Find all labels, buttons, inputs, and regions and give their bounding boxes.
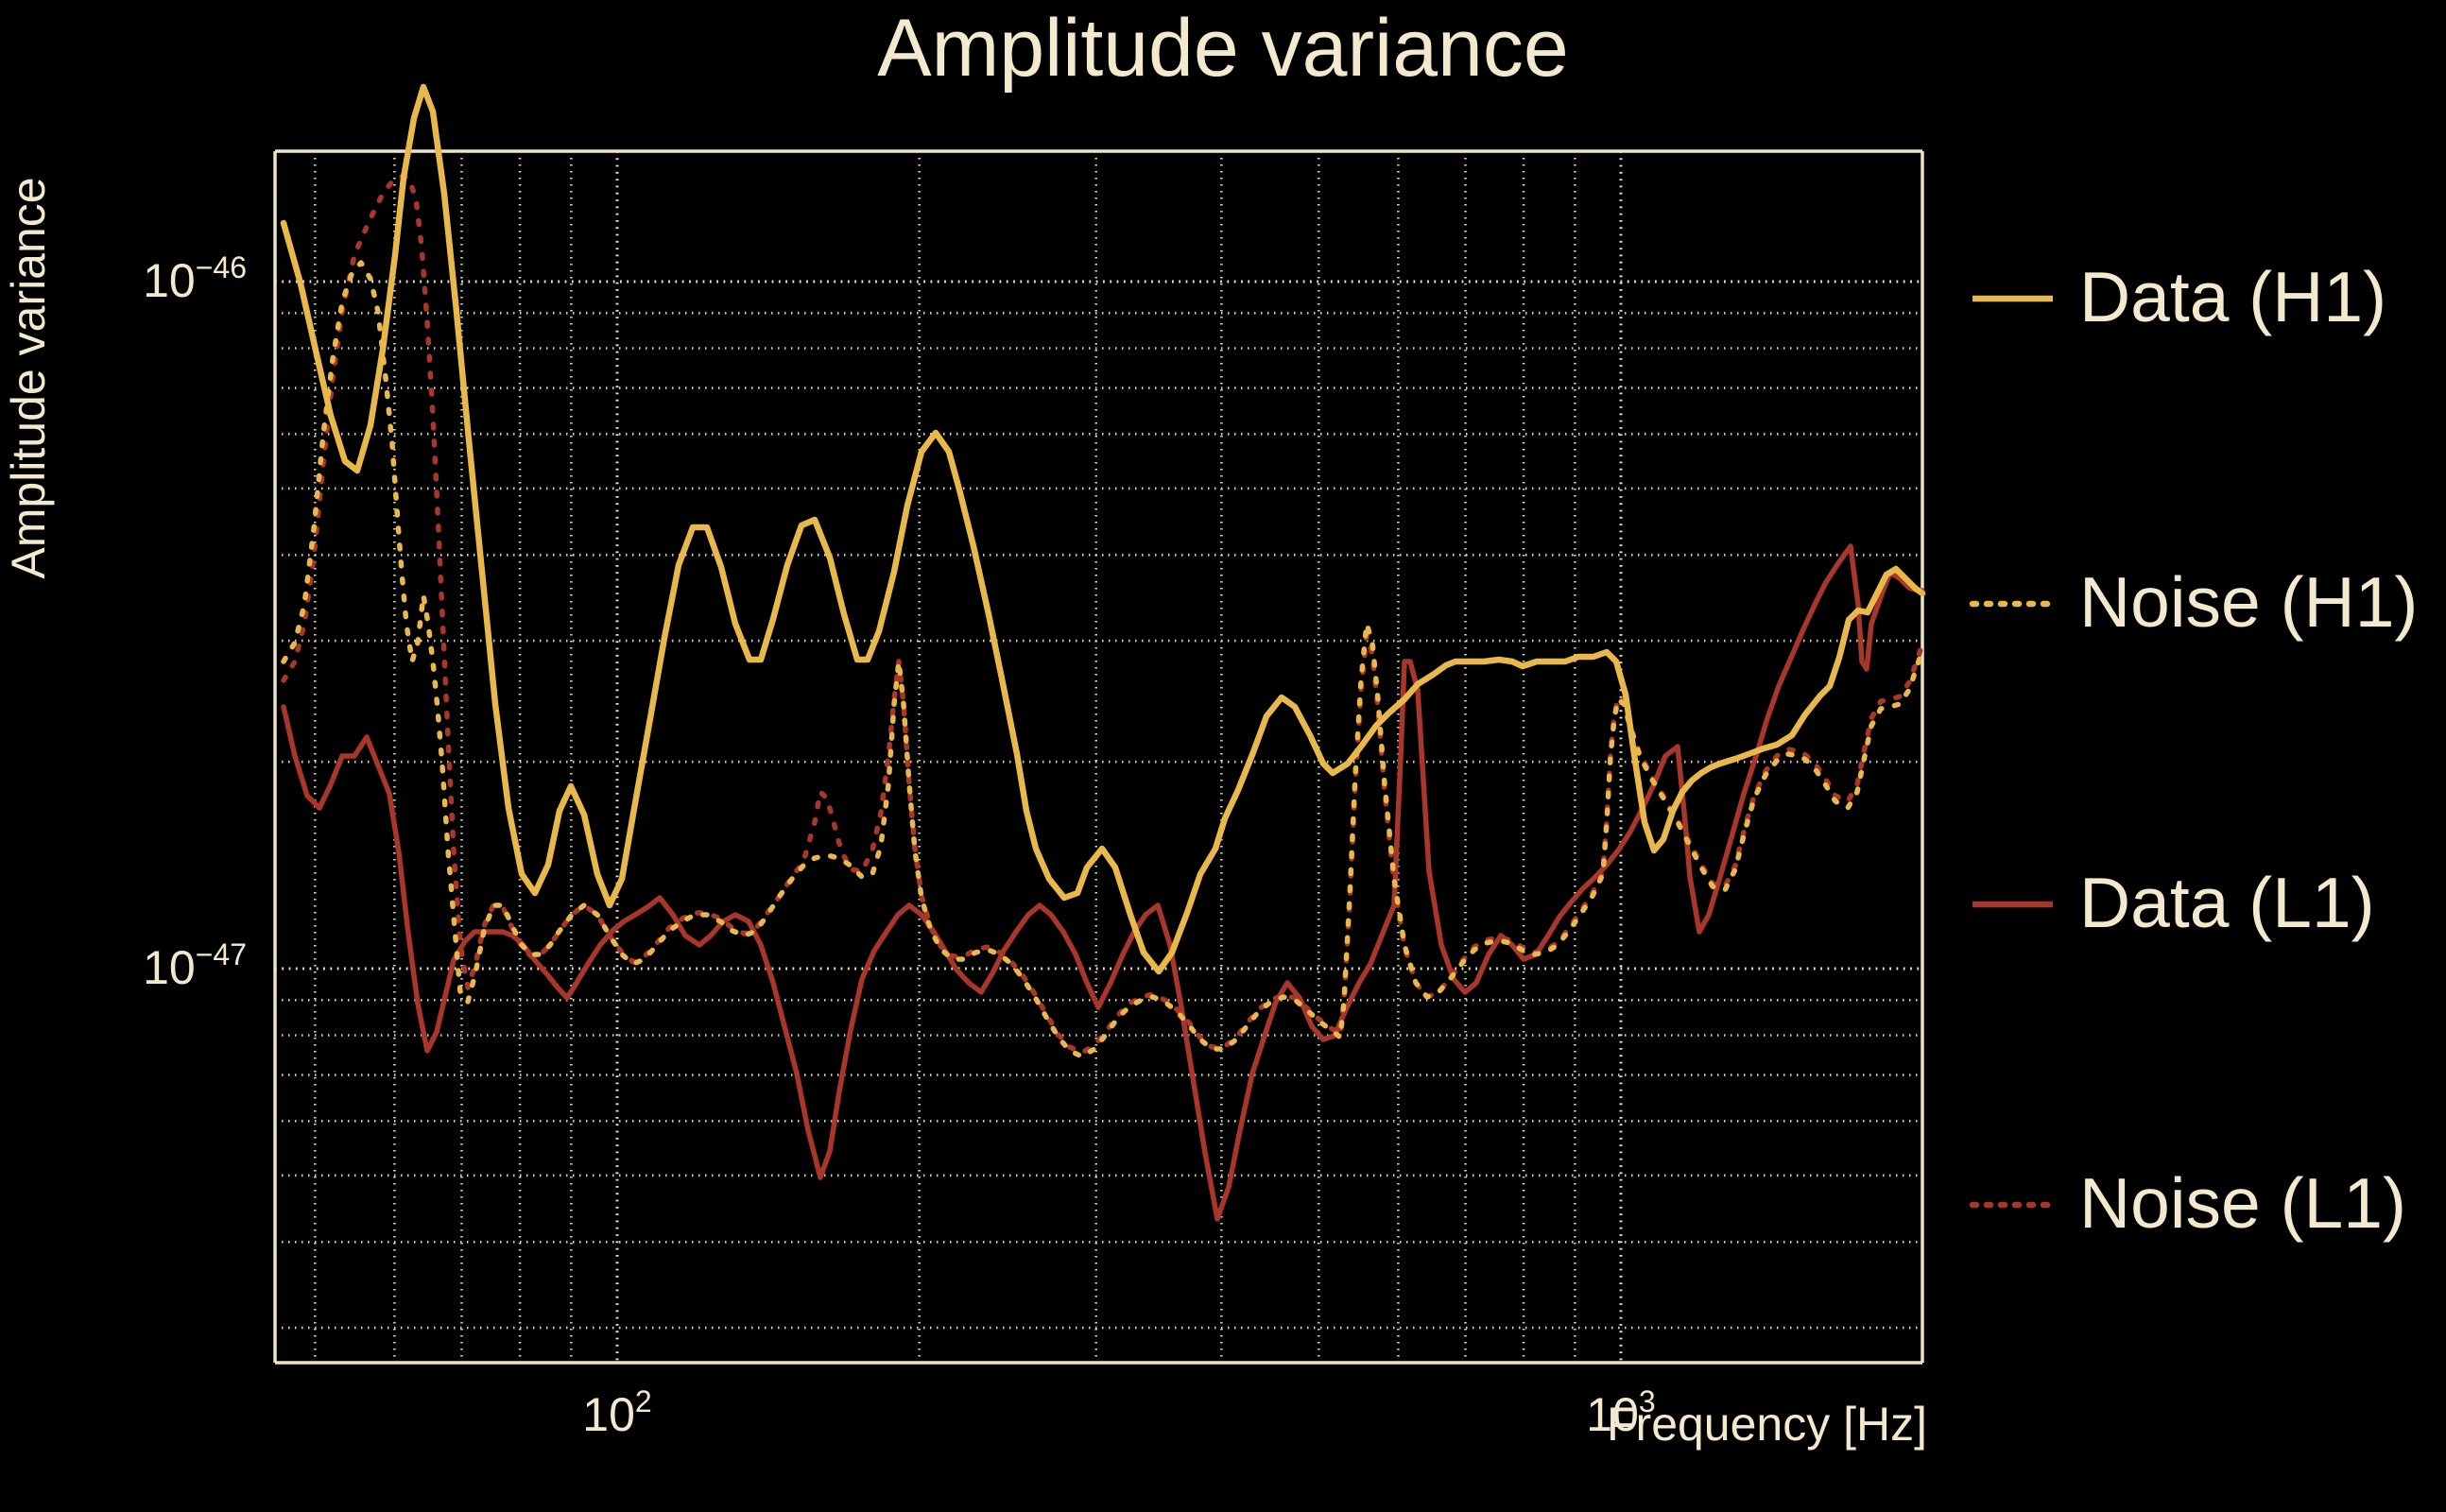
svg-text:Noise (L1): Noise (L1) [2079,1163,2406,1243]
svg-text:102: 102 [582,1384,651,1441]
svg-text:103: 103 [1586,1384,1655,1441]
svg-text:10−47: 10−47 [143,937,247,994]
svg-text:10−46: 10−46 [143,250,247,307]
svg-text:Data (L1): Data (L1) [2079,863,2375,942]
svg-text:Noise (H1): Noise (H1) [2079,562,2418,642]
svg-text:Data (H1): Data (H1) [2079,257,2386,336]
